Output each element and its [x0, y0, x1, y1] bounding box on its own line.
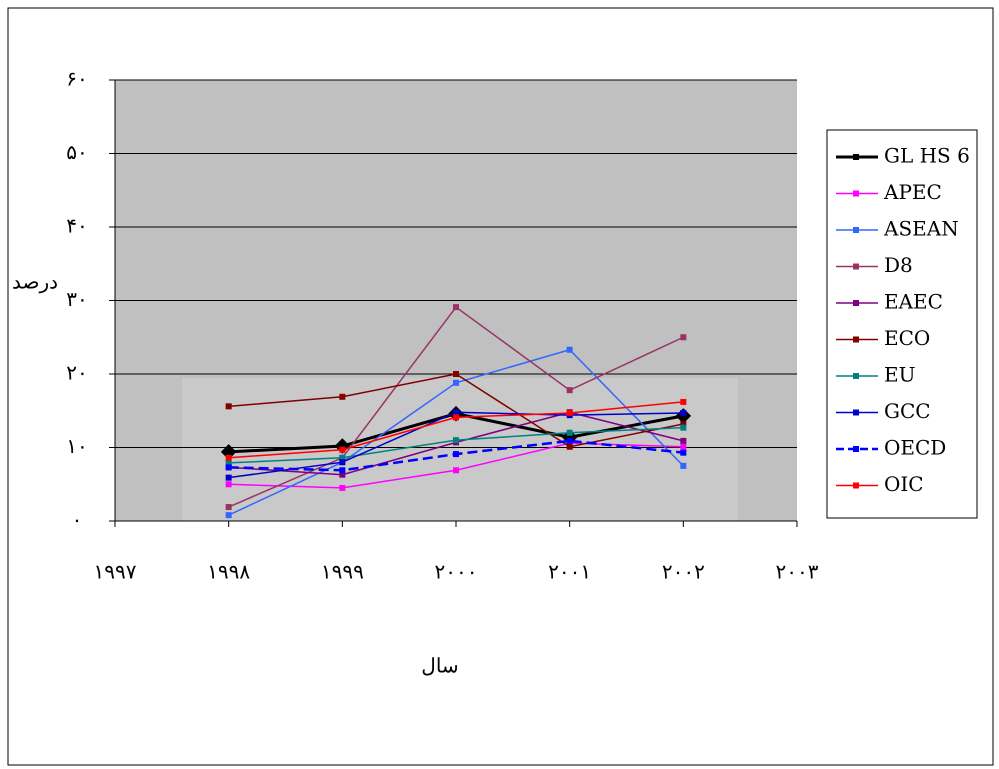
y-tick-label: ۵۰ [66, 140, 87, 164]
legend-marker [853, 483, 859, 489]
legend-label: EU [884, 363, 915, 387]
marker [339, 447, 345, 453]
legend-label: D8 [884, 253, 913, 277]
marker [339, 459, 345, 465]
legend-label: OIC [884, 472, 924, 496]
marker [453, 467, 459, 473]
legend-marker [853, 446, 859, 452]
x-tick-label: ۲۰۰۱ [548, 560, 591, 584]
y-tick-label: ۶۰ [66, 67, 87, 91]
x-tick-label: ۱۹۹۷ [94, 560, 137, 584]
legend-label: ECO [884, 326, 930, 350]
marker [567, 387, 573, 393]
legend-marker [853, 373, 859, 379]
marker [680, 399, 686, 405]
x-axis-label: سال [421, 654, 458, 678]
marker [680, 450, 686, 456]
marker [453, 371, 459, 377]
marker [226, 512, 232, 518]
marker [339, 485, 345, 491]
marker [680, 410, 686, 416]
legend-label: GL HS 6 [884, 144, 970, 168]
marker [453, 414, 459, 420]
legend-label: APEC [883, 180, 942, 204]
marker [226, 455, 232, 461]
x-tick-label: ۲۰۰۰ [435, 560, 478, 584]
x-tick-label: ۲۰۰۲ [662, 560, 705, 584]
marker [453, 451, 459, 457]
marker [226, 475, 232, 481]
marker [567, 410, 573, 416]
y-tick-label: ۳۰ [66, 287, 87, 311]
marker [680, 438, 686, 444]
y-tick-label: ۰ [72, 508, 83, 532]
marker [567, 438, 573, 444]
chart: درصد سال ۰ ۱۰ ۲۰ ۳۰ ۴۰ ۵۰ ۶۰ ۱۹۹۷ ۱۹۹۸ ۱۹۹۹ ۲۰۰۰ ۲۰… [0, 0, 999, 769]
marker [680, 334, 686, 340]
legend-marker [853, 410, 859, 416]
legend-marker [853, 154, 859, 160]
legend-marker [853, 227, 859, 233]
legend-marker [853, 264, 859, 270]
marker [453, 304, 459, 310]
marker [226, 504, 232, 510]
marker [339, 467, 345, 473]
legend-label: GCC [884, 399, 931, 423]
marker [453, 409, 459, 415]
marker [453, 380, 459, 386]
marker [226, 464, 232, 470]
y-axis-label: درصد [12, 270, 58, 294]
marker [339, 394, 345, 400]
x-tick-label: ۱۹۹۹ [321, 560, 364, 584]
marker [567, 444, 573, 450]
marker [226, 481, 232, 487]
y-tick-label: ۲۰ [66, 361, 87, 385]
marker [453, 437, 459, 443]
y-tick-label: ۱۰ [66, 434, 87, 458]
marker [680, 463, 686, 469]
x-tick-label: ۲۰۰۳ [776, 560, 819, 584]
marker [567, 430, 573, 436]
marker [567, 347, 573, 353]
legend-marker [853, 300, 859, 306]
x-tick-label: ۱۹۹۸ [207, 560, 250, 584]
marker [680, 425, 686, 431]
legend-marker [853, 337, 859, 343]
legend-marker [853, 191, 859, 197]
legend-label: OECD [884, 436, 946, 460]
marker [226, 403, 232, 409]
marker [680, 444, 686, 450]
legend-label: ASEAN [883, 217, 959, 241]
legend-label: EAEC [884, 290, 943, 314]
y-tick-label: ۴۰ [66, 214, 87, 238]
